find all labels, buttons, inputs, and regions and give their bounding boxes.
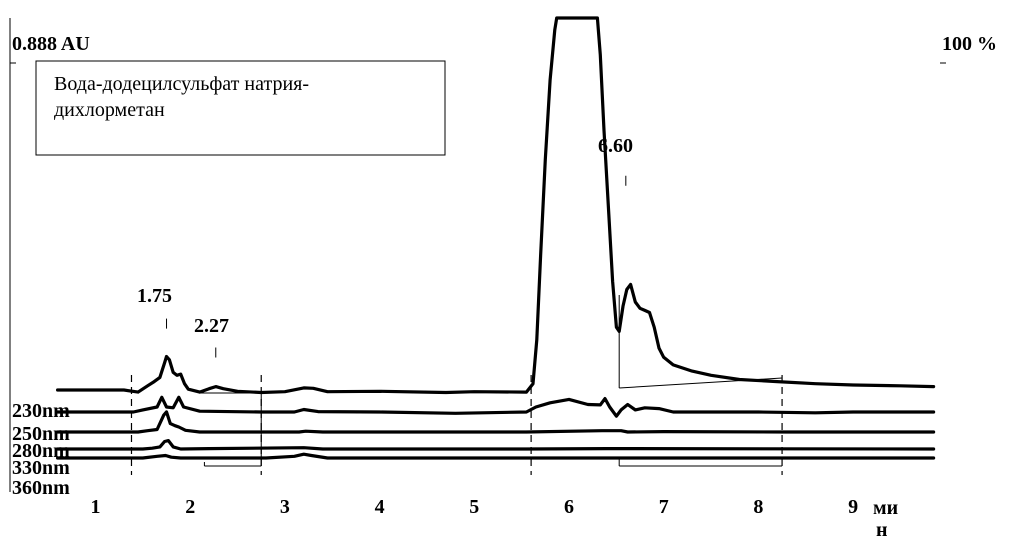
- x-tick-label: 8: [753, 496, 763, 518]
- trace-280nm: [56, 439, 936, 451]
- trace-250nm: [56, 410, 936, 434]
- integration-baselines: [199, 295, 783, 467]
- x-tick-label: 9: [848, 496, 858, 518]
- peak-label: 1.75: [137, 285, 172, 307]
- x-axis-ticks: 1 2 3 4 5 6 7 8 9: [91, 496, 859, 518]
- peak-labels: 1.75 2.27 6.60: [137, 135, 633, 358]
- legend-box: [35, 60, 446, 156]
- wavelength-label-330nm: 330nm: [12, 457, 70, 479]
- x-tick-label: 5: [469, 496, 479, 518]
- legend-line-2: дихлорметан: [54, 99, 165, 121]
- x-tick-label: 3: [280, 496, 290, 518]
- wavelength-label-250nm: 250nm: [12, 423, 70, 445]
- x-tick-label: 7: [659, 496, 669, 518]
- wavelength-label-230nm: 230nm: [12, 400, 70, 422]
- x-tick-label: 6: [564, 496, 574, 518]
- legend-line-1: Вода-додецилсульфат натрия-: [54, 73, 309, 95]
- left-y-label: 0.888 AU: [12, 33, 90, 55]
- x-tick-label: 2: [185, 496, 195, 518]
- x-tick-label: 4: [375, 496, 385, 518]
- wavelength-label-280nm: 280nm: [12, 440, 70, 462]
- wavelength-label-360nm: 360nm: [12, 477, 70, 499]
- right-y-label: 100 %: [942, 33, 997, 55]
- x-unit-label-line2: н: [876, 519, 888, 540]
- trace-total: [56, 16, 936, 395]
- x-tick-label: 1: [91, 496, 101, 518]
- trace-230nm: [56, 395, 936, 418]
- x-unit-label-line1: ми: [873, 497, 898, 519]
- chromatogram-traces: [56, 16, 936, 460]
- peak-label: 2.27: [194, 315, 229, 337]
- peak-label: 6.60: [598, 135, 633, 157]
- trace-330nm: [56, 452, 936, 460]
